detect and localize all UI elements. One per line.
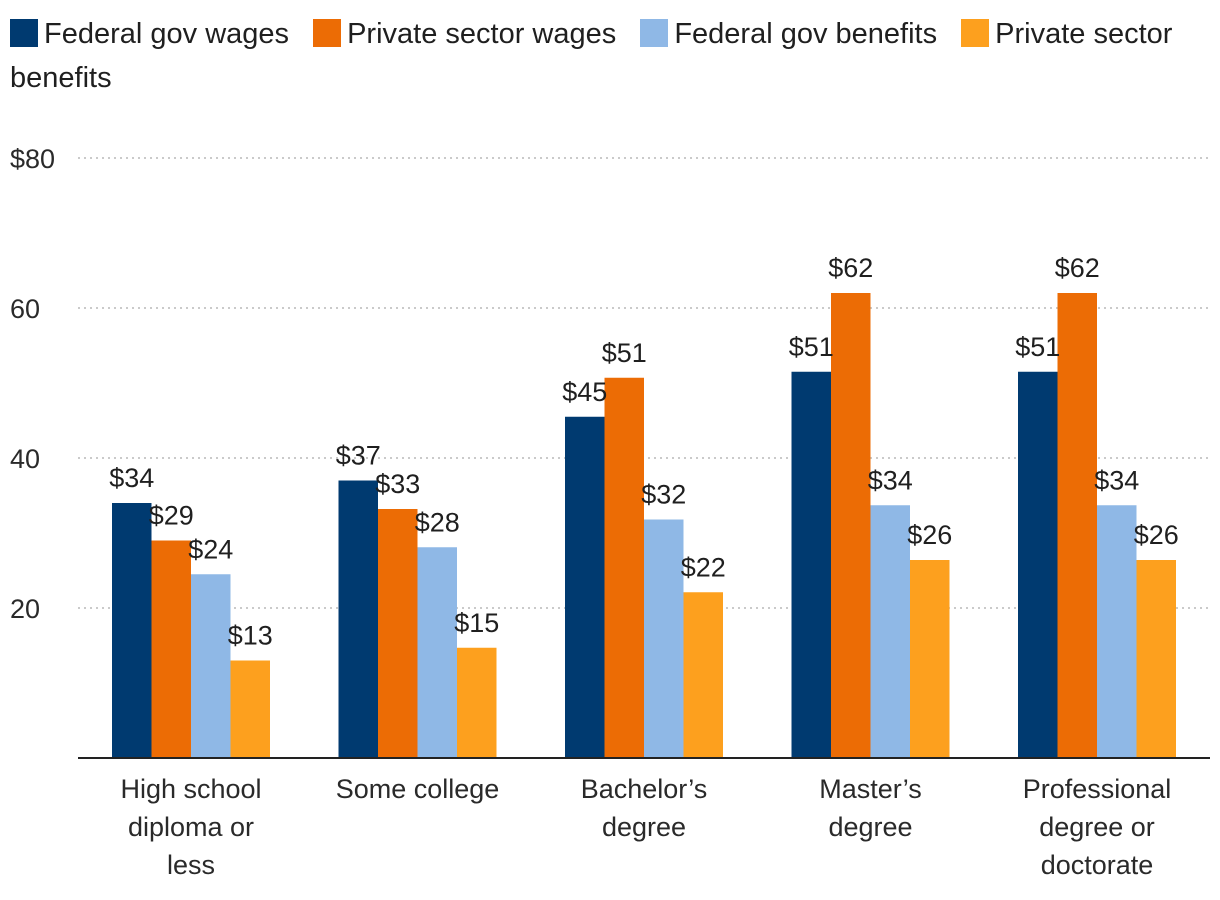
legend-item-federal-benefits[interactable]: Federal gov benefits <box>640 18 937 50</box>
data-label: $32 <box>641 480 686 510</box>
data-label: $33 <box>375 469 420 499</box>
bar[interactable] <box>230 660 271 759</box>
bar[interactable] <box>604 377 645 758</box>
x-category-label: doctorate <box>1041 850 1154 880</box>
bar[interactable] <box>565 416 605 758</box>
data-label: $22 <box>681 552 726 582</box>
bar[interactable] <box>1136 560 1177 758</box>
x-category-label: degree <box>602 812 686 842</box>
bar[interactable] <box>683 592 724 758</box>
y-tick-label: 20 <box>10 594 40 624</box>
bars <box>112 293 1176 758</box>
legend-label-federal-wages: Federal gov wages <box>44 18 290 50</box>
legend-swatch-federal-benefits <box>640 19 669 47</box>
x-category-label: Professional <box>1023 774 1172 804</box>
bar[interactable] <box>644 519 684 759</box>
bar[interactable] <box>1057 293 1098 758</box>
data-label: $13 <box>228 621 273 651</box>
data-label: $34 <box>1094 465 1139 495</box>
data-label: $28 <box>415 507 460 537</box>
data-label: $45 <box>562 377 607 407</box>
y-axis-ticks: 20 40 60 $80 <box>10 144 55 624</box>
legend-swatch-private-benefits <box>961 19 990 47</box>
y-tick-label: $80 <box>10 144 55 174</box>
data-label: $51 <box>1015 332 1060 362</box>
legend: Federal gov wages Private sector wages F… <box>10 12 1210 100</box>
data-label: $37 <box>336 441 381 471</box>
legend-item-federal-wages[interactable]: Federal gov wages <box>10 18 289 50</box>
bar[interactable] <box>151 540 192 759</box>
bar[interactable] <box>1018 371 1058 758</box>
x-category-label: Bachelor’s <box>581 774 708 804</box>
y-tick-label: 60 <box>10 294 40 324</box>
data-label: $26 <box>1134 520 1179 550</box>
data-label: $29 <box>149 501 194 531</box>
bar[interactable] <box>910 560 950 758</box>
legend-item-private-wages[interactable]: Private sector wages <box>313 18 616 50</box>
x-category-label: diploma or <box>128 812 254 842</box>
x-category-label: Master’s <box>819 774 922 804</box>
bar[interactable] <box>831 293 871 758</box>
legend-label-private-wages: Private sector wages <box>347 18 617 50</box>
data-label: $34 <box>868 465 913 495</box>
x-category-label: degree or <box>1039 812 1155 842</box>
data-label: $62 <box>828 253 873 283</box>
x-category-label: degree <box>828 812 912 842</box>
data-label: $26 <box>907 520 952 550</box>
y-tick-label: 40 <box>10 444 40 474</box>
bar[interactable] <box>191 574 231 758</box>
data-label: $15 <box>454 608 499 638</box>
bar[interactable] <box>112 503 152 758</box>
data-label: $24 <box>188 534 233 564</box>
bar[interactable] <box>1097 505 1137 758</box>
legend-item-private-benefits[interactable]: Private sector benefits <box>10 18 1172 94</box>
legend-label-federal-benefits: Federal gov benefits <box>674 18 938 50</box>
data-label: $34 <box>109 463 154 493</box>
data-label: $51 <box>789 332 834 362</box>
legend-swatch-private-wages <box>313 19 342 47</box>
data-labels: $34 $29$24 $13 $37$33 $28 $15 $45 $51 $32 $22 $51 $… <box>109 253 1179 651</box>
bar[interactable] <box>457 647 497 758</box>
data-label: $51 <box>602 338 647 368</box>
x-category-label: Some college <box>336 774 500 804</box>
bar[interactable] <box>417 547 458 758</box>
bar[interactable] <box>338 480 379 759</box>
bar[interactable] <box>378 509 418 758</box>
bar[interactable] <box>870 505 911 758</box>
data-label: $62 <box>1055 253 1100 283</box>
bar[interactable] <box>791 371 832 758</box>
x-category-label: less <box>167 850 215 880</box>
x-axis-categories: High school diploma or less Some college Bac… <box>120 774 1171 880</box>
legend-swatch-federal-wages <box>10 19 38 47</box>
x-category-label: High school <box>120 774 261 804</box>
legend-label-private-benefits: Private sector benefits <box>10 18 1173 94</box>
